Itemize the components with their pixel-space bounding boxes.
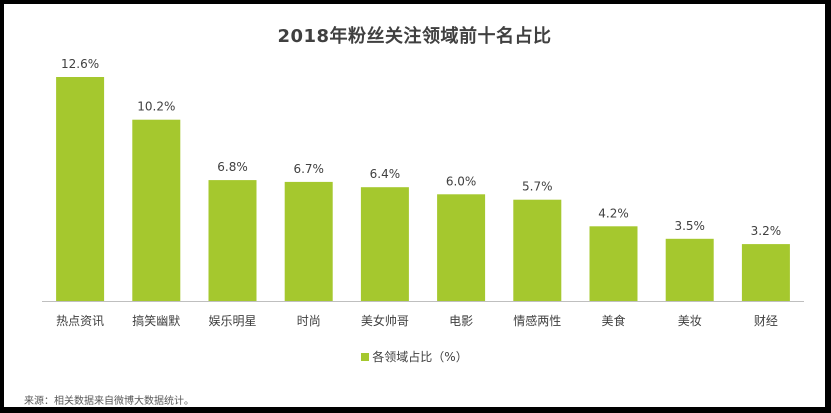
chart-title: 2018年粉丝关注领域前十名占比 [277,26,552,47]
x-tick-label-3: 娱乐明星 [208,314,256,328]
data-label-6: 6.0% [446,174,477,188]
data-label-8: 4.2% [598,206,629,220]
bar-1 [56,77,105,301]
source-note: 来源：相关数据来自微博大数据统计。 [24,396,194,407]
x-tick-label-10: 财经 [754,314,778,328]
x-tick-label-9: 美妆 [678,314,702,328]
bar-7 [513,199,562,301]
data-label-7: 5.7% [522,180,553,194]
bar-6 [437,194,486,301]
bar-9 [665,238,714,301]
bar-8 [589,226,638,301]
data-label-10: 3.2% [751,224,782,238]
bar-5 [360,187,409,301]
x-tick-label-1: 热点资讯 [56,314,104,328]
x-tick-label-4: 时尚 [297,314,321,328]
legend-label: 各领域占比（%） [372,350,468,364]
x-tick-label-6: 电影 [449,314,473,328]
bar-3 [208,180,257,301]
x-tick-label-2: 搞笑幽默 [132,313,180,328]
x-tick-label-8: 美食 [601,313,625,328]
data-label-5: 6.4% [370,167,401,181]
bar-4 [284,181,333,301]
chart-frame: 2018年粉丝关注领域前十名占比 12.6% 热点资讯 10.2% 搞笑幽默 6.8% 娱… [4,4,825,407]
bar-chart: 12.6% 热点资讯 10.2% 搞笑幽默 6.8% 娱乐明星 6.7% 时尚 6.4% 美女帅哥… [42,57,804,328]
x-tick-label-5: 美女帅哥 [361,313,409,328]
x-tick-label-7: 情感两性 [513,313,561,328]
data-label-1: 12.6% [61,57,99,71]
bar-2 [132,119,181,301]
bar-10 [741,244,790,301]
data-label-4: 6.7% [293,162,324,176]
legend: 各领域占比（%） [4,348,825,365]
legend-swatch [361,352,370,361]
data-label-3: 6.8% [217,160,248,174]
data-label-9: 3.5% [674,219,705,233]
data-label-2: 10.2% [137,100,175,114]
